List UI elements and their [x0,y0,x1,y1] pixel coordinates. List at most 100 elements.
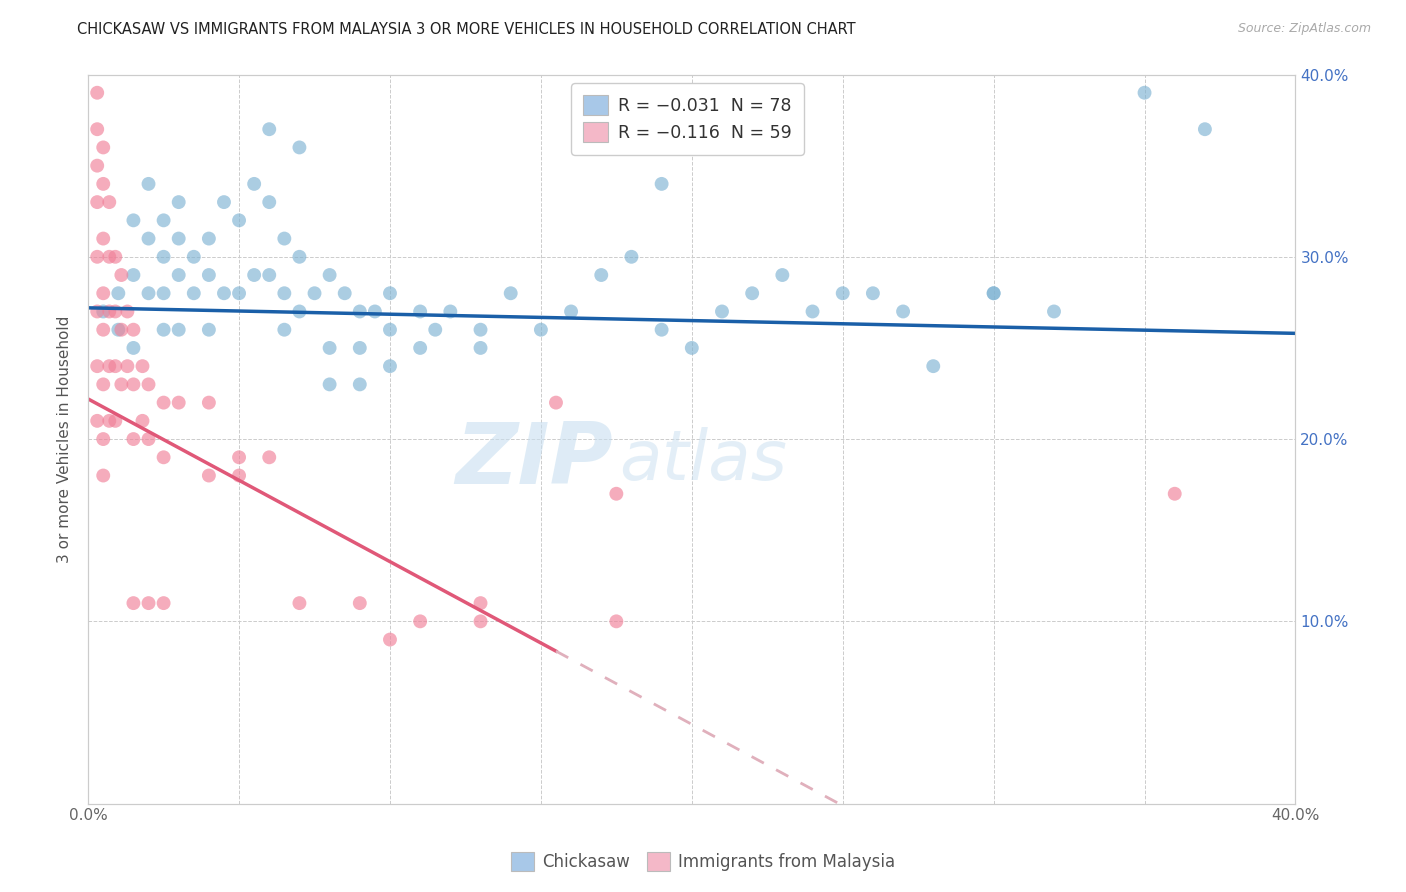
Point [86,195,108,210]
Point [1133,86,1156,100]
Point [183,250,205,264]
Point [470,341,492,355]
Point [107,323,129,337]
Point [891,304,914,318]
Point [378,632,401,647]
Point [288,596,311,610]
Point [138,231,160,245]
Point [273,231,295,245]
Point [117,359,139,373]
Point [152,286,174,301]
Point [122,341,145,355]
Point [470,596,492,610]
Legend: R = −0.031  N = 78, R = −0.116  N = 59: R = −0.031 N = 78, R = −0.116 N = 59 [571,83,804,154]
Point [104,414,127,428]
Point [107,286,129,301]
Point [409,615,432,629]
Point [228,213,250,227]
Point [273,286,295,301]
Point [288,140,311,154]
Point [1194,122,1216,136]
Point [318,341,340,355]
Point [198,395,221,409]
Point [770,268,793,282]
Text: ZIP: ZIP [456,419,613,502]
Point [741,140,763,154]
Point [711,304,734,318]
Point [98,414,121,428]
Point [349,341,371,355]
Point [104,250,127,264]
Point [349,304,371,318]
Point [183,286,205,301]
Point [86,159,108,173]
Point [605,615,627,629]
Point [110,268,132,282]
Point [152,395,174,409]
Point [131,414,153,428]
Point [243,177,266,191]
Point [304,286,326,301]
Point [318,377,340,392]
Point [110,377,132,392]
Point [257,450,280,465]
Point [228,468,250,483]
Point [409,304,432,318]
Point [1043,304,1066,318]
Point [98,304,121,318]
Point [91,432,114,446]
Point [544,395,567,409]
Point [167,195,190,210]
Text: Source: ZipAtlas.com: Source: ZipAtlas.com [1237,22,1371,36]
Point [138,177,160,191]
Legend: Chickasaw, Immigrants from Malaysia: Chickasaw, Immigrants from Malaysia [502,843,904,880]
Point [333,286,356,301]
Point [91,286,114,301]
Point [86,250,108,264]
Point [110,323,132,337]
Point [98,195,121,210]
Point [91,304,114,318]
Point [122,268,145,282]
Point [167,268,190,282]
Point [122,323,145,337]
Point [651,177,673,191]
Point [470,615,492,629]
Point [922,359,945,373]
Point [122,432,145,446]
Text: atlas: atlas [620,427,787,494]
Point [409,341,432,355]
Point [91,140,114,154]
Point [439,304,461,318]
Point [591,268,613,282]
Point [243,268,266,282]
Point [86,86,108,100]
Point [651,323,673,337]
Point [425,323,447,337]
Point [378,359,401,373]
Point [152,596,174,610]
Point [862,286,884,301]
Point [741,286,763,301]
Point [257,195,280,210]
Point [86,359,108,373]
Point [122,213,145,227]
Y-axis label: 3 or more Vehicles in Household: 3 or more Vehicles in Household [58,316,72,563]
Point [152,250,174,264]
Point [349,377,371,392]
Point [801,304,824,318]
Point [91,323,114,337]
Point [122,596,145,610]
Point [117,304,139,318]
Point [152,213,174,227]
Point [98,359,121,373]
Point [138,432,160,446]
Point [86,414,108,428]
Point [167,231,190,245]
Point [831,286,853,301]
Point [91,468,114,483]
Point [983,286,1005,301]
Point [530,323,553,337]
Point [138,377,160,392]
Point [91,377,114,392]
